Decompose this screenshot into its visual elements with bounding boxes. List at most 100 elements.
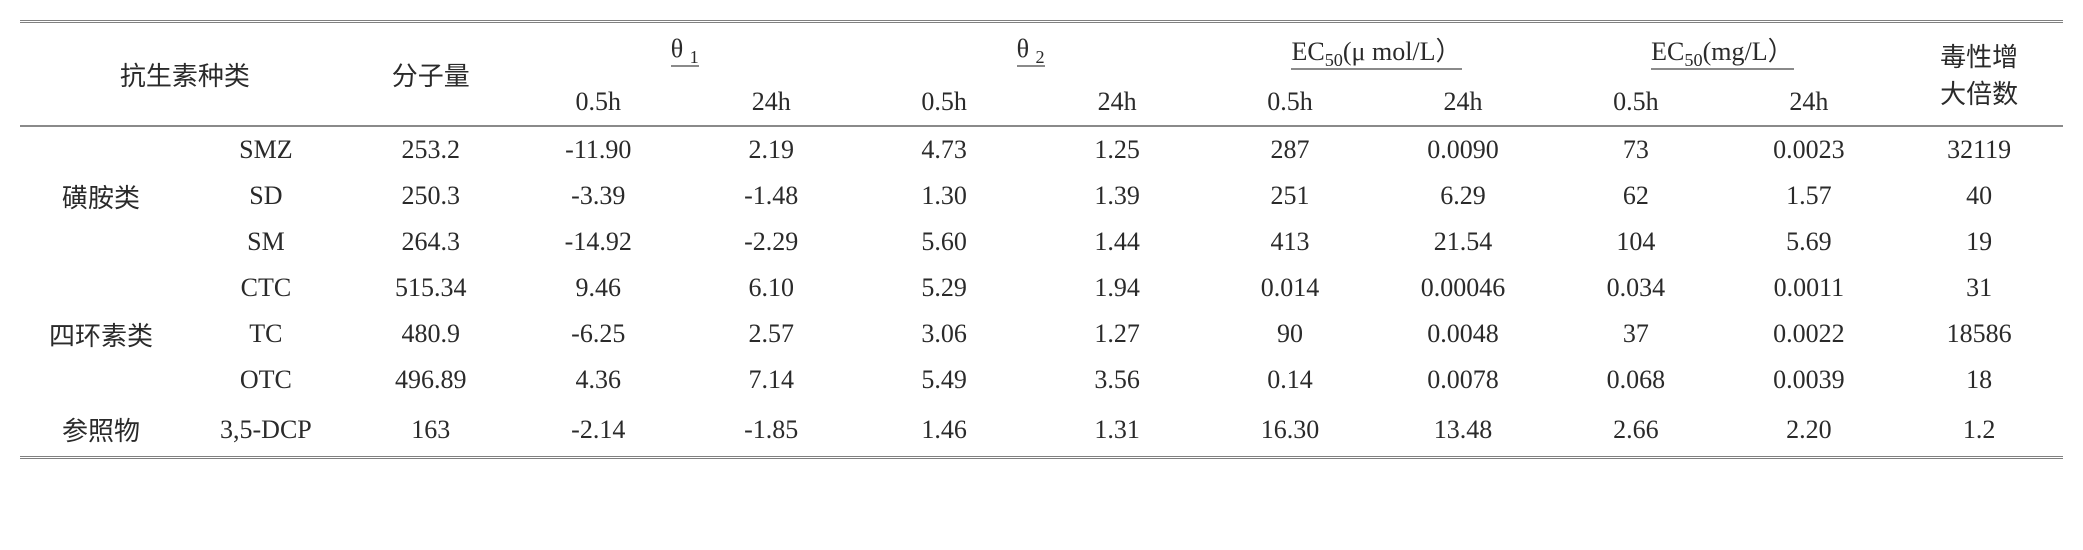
table-row: 磺胺类 SMZ 253.2 -11.90 2.19 4.73 1.25 287 … bbox=[20, 126, 2063, 173]
cell: 3.56 bbox=[1031, 357, 1204, 403]
mult-cell: 18586 bbox=[1895, 311, 2063, 357]
cell: -1.85 bbox=[685, 403, 858, 458]
cell: 5.29 bbox=[858, 265, 1031, 311]
cell: -3.39 bbox=[512, 173, 685, 219]
cell: 3.06 bbox=[858, 311, 1031, 357]
cell: 0.034 bbox=[1549, 265, 1722, 311]
mw-cell: 496.89 bbox=[350, 357, 512, 403]
cell: 1.44 bbox=[1031, 219, 1204, 265]
mult-cell: 18 bbox=[1895, 357, 2063, 403]
cell: 1.31 bbox=[1031, 403, 1204, 458]
table-body: 磺胺类 SMZ 253.2 -11.90 2.19 4.73 1.25 287 … bbox=[20, 126, 2063, 458]
cell: 5.49 bbox=[858, 357, 1031, 403]
sub-cell: OTC bbox=[182, 357, 350, 403]
mult-cell: 19 bbox=[1895, 219, 2063, 265]
cell: 1.30 bbox=[858, 173, 1031, 219]
cell: -14.92 bbox=[512, 219, 685, 265]
cell: 104 bbox=[1549, 219, 1722, 265]
mw-cell: 515.34 bbox=[350, 265, 512, 311]
th-ecmg-24: 24h bbox=[1722, 79, 1895, 126]
sub-cell: SMZ bbox=[182, 126, 350, 173]
antibiotic-toxicity-table: 抗生素种类 分子量 θ 1 θ 2 EC50(μ mol/L） EC50(mg/… bbox=[20, 20, 2063, 459]
category-cell: 参照物 bbox=[20, 403, 182, 458]
cell: 7.14 bbox=[685, 357, 858, 403]
th-ecmg-05: 0.5h bbox=[1549, 79, 1722, 126]
cell: 90 bbox=[1204, 311, 1377, 357]
cell: 73 bbox=[1549, 126, 1722, 173]
table-row: 参照物 3,5-DCP 163 -2.14 -1.85 1.46 1.31 16… bbox=[20, 403, 2063, 458]
cell: 16.30 bbox=[1204, 403, 1377, 458]
mw-cell: 253.2 bbox=[350, 126, 512, 173]
table-row: TC 480.9 -6.25 2.57 3.06 1.27 90 0.0048 … bbox=[20, 311, 2063, 357]
cell: 1.39 bbox=[1031, 173, 1204, 219]
cell: 4.36 bbox=[512, 357, 685, 403]
col-ec50-umol: EC50(μ mol/L） bbox=[1204, 22, 1550, 80]
th-t2-05: 0.5h bbox=[858, 79, 1031, 126]
cell: 13.48 bbox=[1376, 403, 1549, 458]
cell: 0.0048 bbox=[1376, 311, 1549, 357]
sub-cell: CTC bbox=[182, 265, 350, 311]
cell: 1.25 bbox=[1031, 126, 1204, 173]
cell: -1.48 bbox=[685, 173, 858, 219]
th-ecum-24: 24h bbox=[1376, 79, 1549, 126]
col-mol-weight: 分子量 bbox=[350, 22, 512, 127]
mult-cell: 31 bbox=[1895, 265, 2063, 311]
cell: 4.73 bbox=[858, 126, 1031, 173]
data-table: 抗生素种类 分子量 θ 1 θ 2 EC50(μ mol/L） EC50(mg/… bbox=[20, 20, 2063, 459]
cell: -2.29 bbox=[685, 219, 858, 265]
table-row: SM 264.3 -14.92 -2.29 5.60 1.44 413 21.5… bbox=[20, 219, 2063, 265]
cell: 37 bbox=[1549, 311, 1722, 357]
sub-cell: SM bbox=[182, 219, 350, 265]
cell: -6.25 bbox=[512, 311, 685, 357]
cell: 2.20 bbox=[1722, 403, 1895, 458]
col-antibiotic-type: 抗生素种类 bbox=[20, 22, 350, 127]
mw-cell: 163 bbox=[350, 403, 512, 458]
cell: 287 bbox=[1204, 126, 1377, 173]
th-ecum-05: 0.5h bbox=[1204, 79, 1377, 126]
cell: 1.57 bbox=[1722, 173, 1895, 219]
cell: 251 bbox=[1204, 173, 1377, 219]
cell: 5.69 bbox=[1722, 219, 1895, 265]
cell: -2.14 bbox=[512, 403, 685, 458]
table-row: 四环素类 CTC 515.34 9.46 6.10 5.29 1.94 0.01… bbox=[20, 265, 2063, 311]
cell: 0.14 bbox=[1204, 357, 1377, 403]
cell: 9.46 bbox=[512, 265, 685, 311]
mw-cell: 250.3 bbox=[350, 173, 512, 219]
cell: 2.19 bbox=[685, 126, 858, 173]
mult-cell: 32119 bbox=[1895, 126, 2063, 173]
sub-cell: SD bbox=[182, 173, 350, 219]
th-t1-24: 24h bbox=[685, 79, 858, 126]
cell: 62 bbox=[1549, 173, 1722, 219]
table-header-row-1: 抗生素种类 分子量 θ 1 θ 2 EC50(μ mol/L） EC50(mg/… bbox=[20, 22, 2063, 80]
cell: 0.068 bbox=[1549, 357, 1722, 403]
category-cell: 四环素类 bbox=[20, 265, 182, 403]
cell: 0.0022 bbox=[1722, 311, 1895, 357]
table-row: SD 250.3 -3.39 -1.48 1.30 1.39 251 6.29 … bbox=[20, 173, 2063, 219]
mw-cell: 480.9 bbox=[350, 311, 512, 357]
th-t1-05: 0.5h bbox=[512, 79, 685, 126]
cell: 413 bbox=[1204, 219, 1377, 265]
col-toxicity-mult: 毒性增 大倍数 bbox=[1895, 22, 2063, 127]
cell: 6.10 bbox=[685, 265, 858, 311]
mw-cell: 264.3 bbox=[350, 219, 512, 265]
cell: 5.60 bbox=[858, 219, 1031, 265]
col-theta2: θ 2 bbox=[858, 22, 1204, 80]
cell: 0.0078 bbox=[1376, 357, 1549, 403]
cell: 6.29 bbox=[1376, 173, 1549, 219]
mult-cell: 40 bbox=[1895, 173, 2063, 219]
col-ec50-mg: EC50(mg/L） bbox=[1549, 22, 1895, 80]
cell: 1.46 bbox=[858, 403, 1031, 458]
cell: 0.0039 bbox=[1722, 357, 1895, 403]
cell: -11.90 bbox=[512, 126, 685, 173]
cell: 0.0023 bbox=[1722, 126, 1895, 173]
cell: 0.014 bbox=[1204, 265, 1377, 311]
cell: 1.94 bbox=[1031, 265, 1204, 311]
sub-cell: TC bbox=[182, 311, 350, 357]
cell: 0.0090 bbox=[1376, 126, 1549, 173]
cell: 0.0011 bbox=[1722, 265, 1895, 311]
cell: 0.00046 bbox=[1376, 265, 1549, 311]
cell: 21.54 bbox=[1376, 219, 1549, 265]
mult-cell: 1.2 bbox=[1895, 403, 2063, 458]
table-row: OTC 496.89 4.36 7.14 5.49 3.56 0.14 0.00… bbox=[20, 357, 2063, 403]
category-cell: 磺胺类 bbox=[20, 126, 182, 265]
